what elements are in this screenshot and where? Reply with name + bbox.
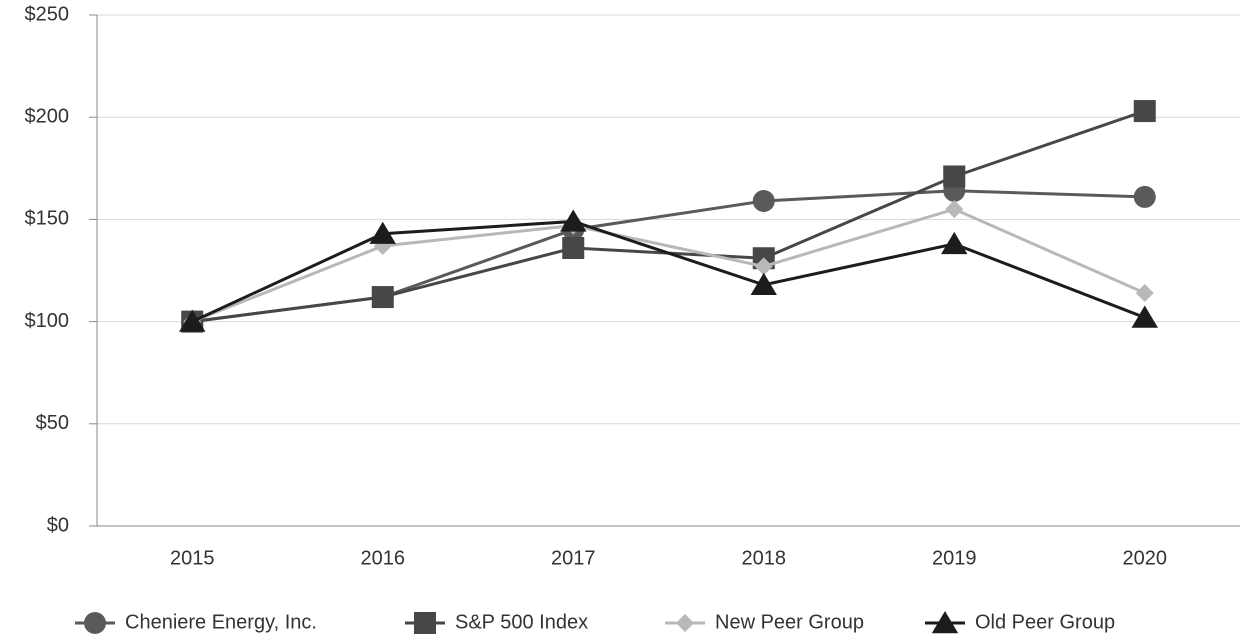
- y-tick-label: $100: [25, 310, 70, 332]
- x-tick-label: 2019: [932, 547, 977, 569]
- point: [1133, 185, 1156, 208]
- y-tick-label: $150: [25, 208, 70, 230]
- point: [1135, 283, 1154, 302]
- point: [1133, 100, 1156, 123]
- point: [752, 190, 775, 213]
- series-line: [191, 207, 1146, 323]
- x-tick-label: 2015: [170, 547, 215, 569]
- legend-label: Old Peer Group: [975, 611, 1115, 633]
- y-tick-label: $200: [25, 105, 70, 127]
- point: [943, 165, 966, 188]
- legend-marker: [676, 614, 694, 632]
- x-tick-label: 2017: [551, 547, 596, 569]
- legend-marker: [931, 611, 959, 634]
- y-tick-label: $250: [25, 3, 70, 25]
- point: [941, 231, 968, 255]
- legend-label: S&P 500 Index: [455, 611, 588, 633]
- x-tick-label: 2020: [1123, 547, 1168, 569]
- y-tick-label: $0: [47, 514, 69, 536]
- point: [754, 257, 773, 276]
- legend-marker: [84, 612, 106, 634]
- point: [945, 200, 964, 219]
- x-tick-label: 2016: [361, 547, 406, 569]
- x-tick-label: 2018: [742, 547, 787, 569]
- legend-label: New Peer Group: [715, 611, 864, 633]
- point: [562, 237, 585, 260]
- series-line: [191, 219, 1146, 323]
- point: [1131, 305, 1158, 328]
- point: [179, 309, 206, 332]
- point: [371, 286, 394, 309]
- legend-marker: [414, 612, 436, 634]
- point: [369, 221, 396, 244]
- point: [750, 272, 777, 296]
- legend-label: Cheniere Energy, Inc.: [125, 611, 317, 633]
- point: [560, 209, 587, 232]
- y-tick-label: $50: [36, 412, 69, 434]
